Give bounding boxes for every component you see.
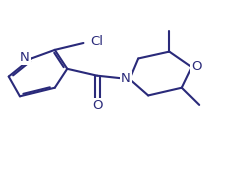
- Text: Cl: Cl: [91, 35, 104, 48]
- Text: O: O: [92, 99, 102, 112]
- Text: N: N: [121, 72, 131, 85]
- Text: O: O: [191, 60, 202, 73]
- Text: N: N: [20, 51, 30, 64]
